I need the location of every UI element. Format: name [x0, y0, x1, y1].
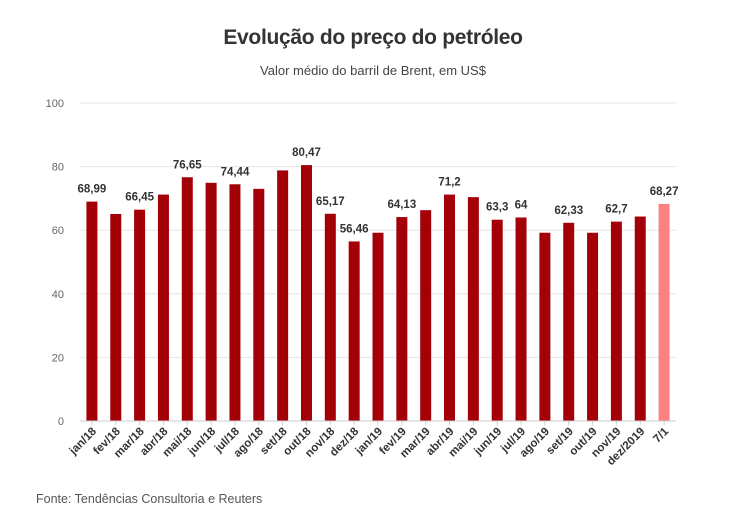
data-label: 71,2: [438, 177, 460, 189]
bar-out/18: [300, 165, 312, 421]
bar-dez/2019: [634, 216, 646, 421]
data-label: 64: [515, 199, 528, 211]
data-label: 66,45: [125, 192, 154, 204]
data-label: 64,13: [387, 199, 416, 211]
bar-abr/18: [157, 194, 169, 421]
y-tick-label: 60: [52, 225, 64, 237]
bar-ago/18: [253, 188, 265, 421]
y-tick-label: 0: [58, 416, 64, 428]
data-label: 62,33: [554, 205, 583, 217]
data-label: 76,65: [173, 159, 202, 171]
bar-set/18: [277, 170, 289, 421]
data-label: 63,3: [486, 202, 508, 214]
data-label: 68,99: [78, 184, 107, 196]
bars: [86, 165, 670, 421]
bar-mai/18: [181, 177, 193, 421]
data-label: 80,47: [292, 147, 321, 159]
chart-subtitle: Valor médio do barril de Brent, em US$: [260, 63, 486, 78]
bar-ago/19: [539, 232, 551, 421]
data-label: 65,17: [316, 196, 345, 208]
y-tick-label: 20: [52, 352, 64, 364]
data-label: 56,46: [340, 223, 369, 235]
x-tick-label: jan/19: [353, 426, 385, 458]
data-label: 62,7: [605, 204, 627, 216]
bar-jun/19: [491, 219, 503, 421]
bar-mar/19: [420, 210, 432, 421]
bar-nov/19: [610, 221, 622, 421]
y-tick-label: 80: [52, 162, 64, 174]
bar-jul/19: [515, 217, 527, 421]
bar-abr/19: [444, 194, 456, 421]
x-tick-label: 7/1: [651, 425, 671, 445]
y-tick-label: 40: [52, 289, 64, 301]
bar-7/1: [658, 203, 670, 421]
bar-fev/19: [396, 217, 408, 421]
bar-jan/18: [86, 201, 98, 421]
data-labels: 68,99 66,45 76,65 74,44 80,47 65,17 56,46 64,13…: [78, 147, 679, 235]
bar-fev/18: [110, 213, 122, 421]
bar-mai/19: [467, 197, 479, 421]
chart-title: Evolução do preço do petróleo: [223, 26, 523, 49]
y-tick-label: 100: [46, 98, 64, 110]
bar-mar/18: [134, 209, 146, 421]
data-label: 74,44: [221, 166, 250, 178]
bar-nov/18: [324, 213, 336, 421]
bar-jul/18: [229, 184, 241, 421]
bar-dez/18: [348, 241, 360, 421]
source-note: Fonte: Tendências Consultoria e Reuters: [36, 492, 263, 506]
bar-out/19: [587, 232, 599, 421]
bar-jan/19: [372, 232, 384, 421]
x-tick-label: jun/18: [186, 425, 219, 458]
bar-set/19: [563, 222, 575, 421]
bar-jun/18: [205, 182, 217, 421]
data-label: 68,27: [650, 186, 679, 198]
